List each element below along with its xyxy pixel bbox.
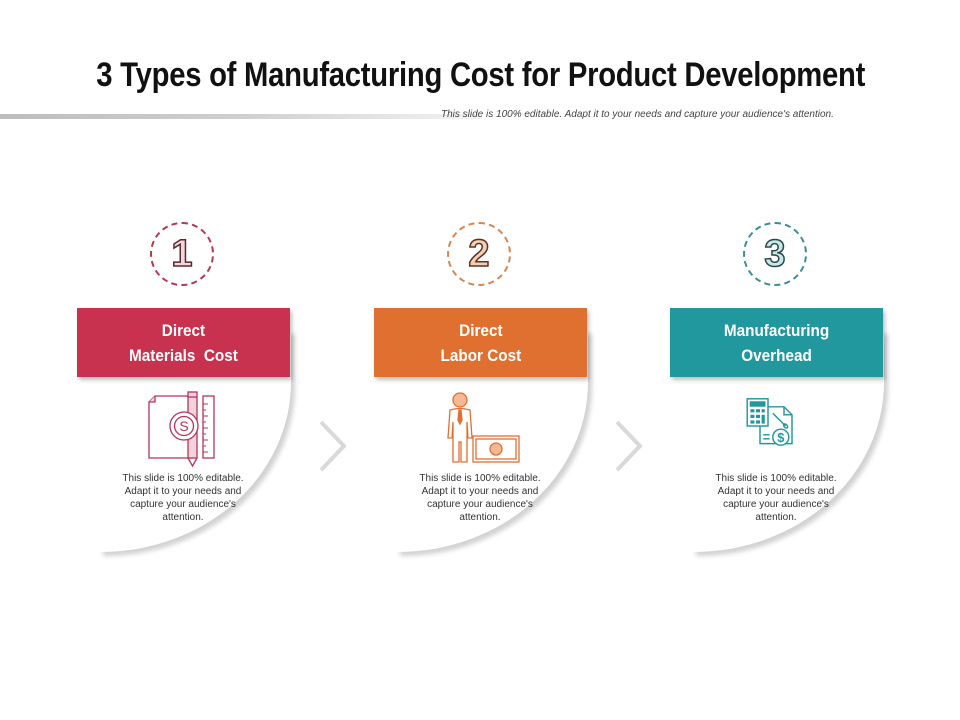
chevron-right-icon	[615, 420, 643, 472]
step-header: Manufacturing Overhead	[670, 308, 883, 377]
step-header: Direct Materials Cost	[77, 308, 290, 377]
worker-with-banknote-icon	[447, 392, 520, 463]
step-direct-materials: 1 Direct Materials Cost S This slide is …	[77, 0, 317, 720]
slide-subtitle: This slide is 100% editable. Adapt it to…	[441, 109, 834, 120]
step-number: 2	[468, 233, 491, 275]
step-title-line2: Materials Cost	[129, 345, 238, 365]
step-number-badge: 2	[447, 222, 511, 286]
step-title-line1: Direct	[458, 320, 503, 340]
step-description: This slide is 100% editable. Adapt it to…	[419, 473, 541, 523]
step-number: 3	[764, 233, 787, 275]
title-underline	[0, 114, 480, 119]
chevron-right-icon	[319, 420, 347, 472]
step-number-badge: 3	[743, 222, 807, 286]
step-direct-labor: 2 Direct Labor Cost This slide is 100% e…	[374, 0, 614, 720]
step-title-line1: Direct	[161, 320, 206, 340]
step-number-badge: 1	[150, 222, 214, 286]
step-manufacturing-overhead: 3 Manufacturing Overhead $ This slide is…	[670, 0, 910, 720]
step-description: This slide is 100% editable. Adapt it to…	[715, 473, 837, 523]
slide-title: 3 Types of Manufacturing Cost for Produc…	[96, 56, 866, 94]
svg-text:$: $	[777, 430, 784, 445]
step-title-line1: Manufacturing	[723, 320, 830, 340]
svg-text:S: S	[179, 418, 188, 434]
calculator-document-dollar-icon: $	[746, 398, 793, 446]
step-title-line2: Overhead	[741, 345, 812, 365]
step-number: 1	[171, 233, 194, 275]
materials-document-pencil-ruler-dollar-icon: S	[148, 391, 215, 468]
step-description: This slide is 100% editable. Adapt it to…	[122, 473, 244, 523]
step-header: Direct Labor Cost	[374, 308, 587, 377]
step-title-line2: Labor Cost	[440, 345, 521, 365]
